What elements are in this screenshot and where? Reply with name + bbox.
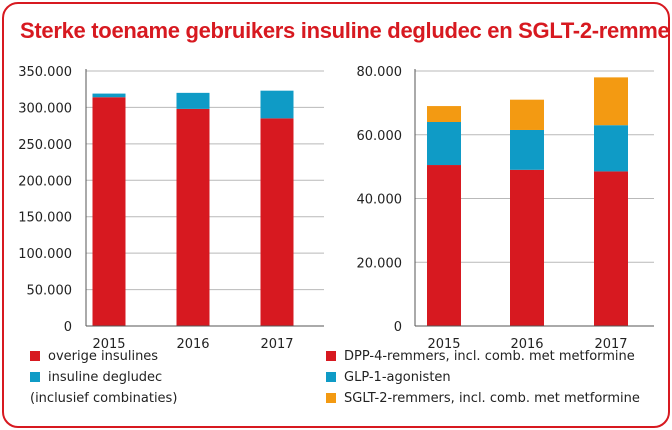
- right-legend: DPP-4-remmers, incl. comb. met metformin…: [326, 349, 640, 412]
- x-tick-label: 2017: [260, 337, 293, 352]
- legend-label: GLP-1-agonisten: [344, 370, 451, 385]
- legend-item: SGLT-2-remmers, incl. comb. met metformi…: [326, 391, 640, 412]
- bar-segment: [594, 171, 628, 326]
- bar-segment: [427, 106, 461, 122]
- charts-canvas: 0 50.000 100.000 150.000 200.000 250.000 300.0…: [18, 65, 654, 352]
- y-tick-label: 150.000: [18, 211, 72, 226]
- y-tick-label: 100.000: [18, 247, 72, 262]
- y-tick-label: 50.000: [27, 284, 73, 299]
- bar-segment: [510, 169, 544, 326]
- x-tick-label: 2016: [510, 337, 543, 352]
- y-tick-label: 200.000: [18, 174, 72, 189]
- bar-segment: [260, 118, 294, 326]
- legend-item: insuline degludec: [30, 370, 177, 391]
- bar-segment: [594, 77, 628, 126]
- legend-swatch: [326, 393, 336, 403]
- bar-segment: [92, 97, 126, 326]
- legend-swatch: [30, 351, 40, 361]
- bar-segment: [176, 108, 210, 326]
- legend-label: SGLT-2-remmers, incl. comb. met metformi…: [344, 391, 640, 406]
- y-tick-label: 350.000: [18, 65, 72, 80]
- legend-note: (inclusief combinaties): [30, 391, 178, 406]
- x-tick-label: 2016: [176, 337, 209, 352]
- y-tick-label: 20.000: [357, 256, 403, 271]
- y-tick-label: 40.000: [357, 193, 403, 208]
- bar-segment: [510, 129, 544, 170]
- right-chart: 0 20.000 40.000 60.000 80.000 2015 2016 2017: [357, 65, 654, 352]
- legend-item: DPP-4-remmers, incl. comb. met metformin…: [326, 349, 640, 370]
- legend-item: GLP-1-agonisten: [326, 370, 640, 391]
- y-tick-label: 60.000: [357, 129, 403, 144]
- bar-segment: [176, 92, 210, 109]
- x-tick-label: 2017: [594, 337, 627, 352]
- legend-label: insuline degludec: [48, 370, 163, 385]
- bar-segment: [92, 93, 126, 98]
- bar-segment: [510, 99, 544, 130]
- legend-swatch: [326, 372, 336, 382]
- x-tick-label: 2015: [427, 337, 460, 352]
- legend-swatch: [30, 372, 40, 382]
- x-tick-label: 2015: [92, 337, 125, 352]
- legend-item: overige insulines: [30, 349, 177, 370]
- legend-label: overige insulines: [48, 349, 159, 364]
- bar-segment: [594, 125, 628, 172]
- left-chart: 0 50.000 100.000 150.000 200.000 250.000 300.0…: [18, 65, 324, 352]
- left-legend: overige insulines insuline degludec (inc…: [30, 349, 177, 412]
- legend-label: DPP-4-remmers, incl. comb. met metformin…: [344, 349, 635, 364]
- y-tick-label: 0: [394, 320, 402, 335]
- y-tick-label: 80.000: [357, 65, 403, 80]
- bar-segment: [260, 90, 294, 119]
- chart-title: Sterke toename gebruikers insuline deglu…: [20, 18, 670, 43]
- bar-segment: [427, 165, 461, 326]
- y-tick-label: 0: [64, 320, 72, 335]
- y-tick-label: 250.000: [18, 138, 72, 153]
- legend-swatch: [326, 351, 336, 361]
- y-tick-label: 300.000: [18, 101, 72, 116]
- bar-segment: [427, 122, 461, 166]
